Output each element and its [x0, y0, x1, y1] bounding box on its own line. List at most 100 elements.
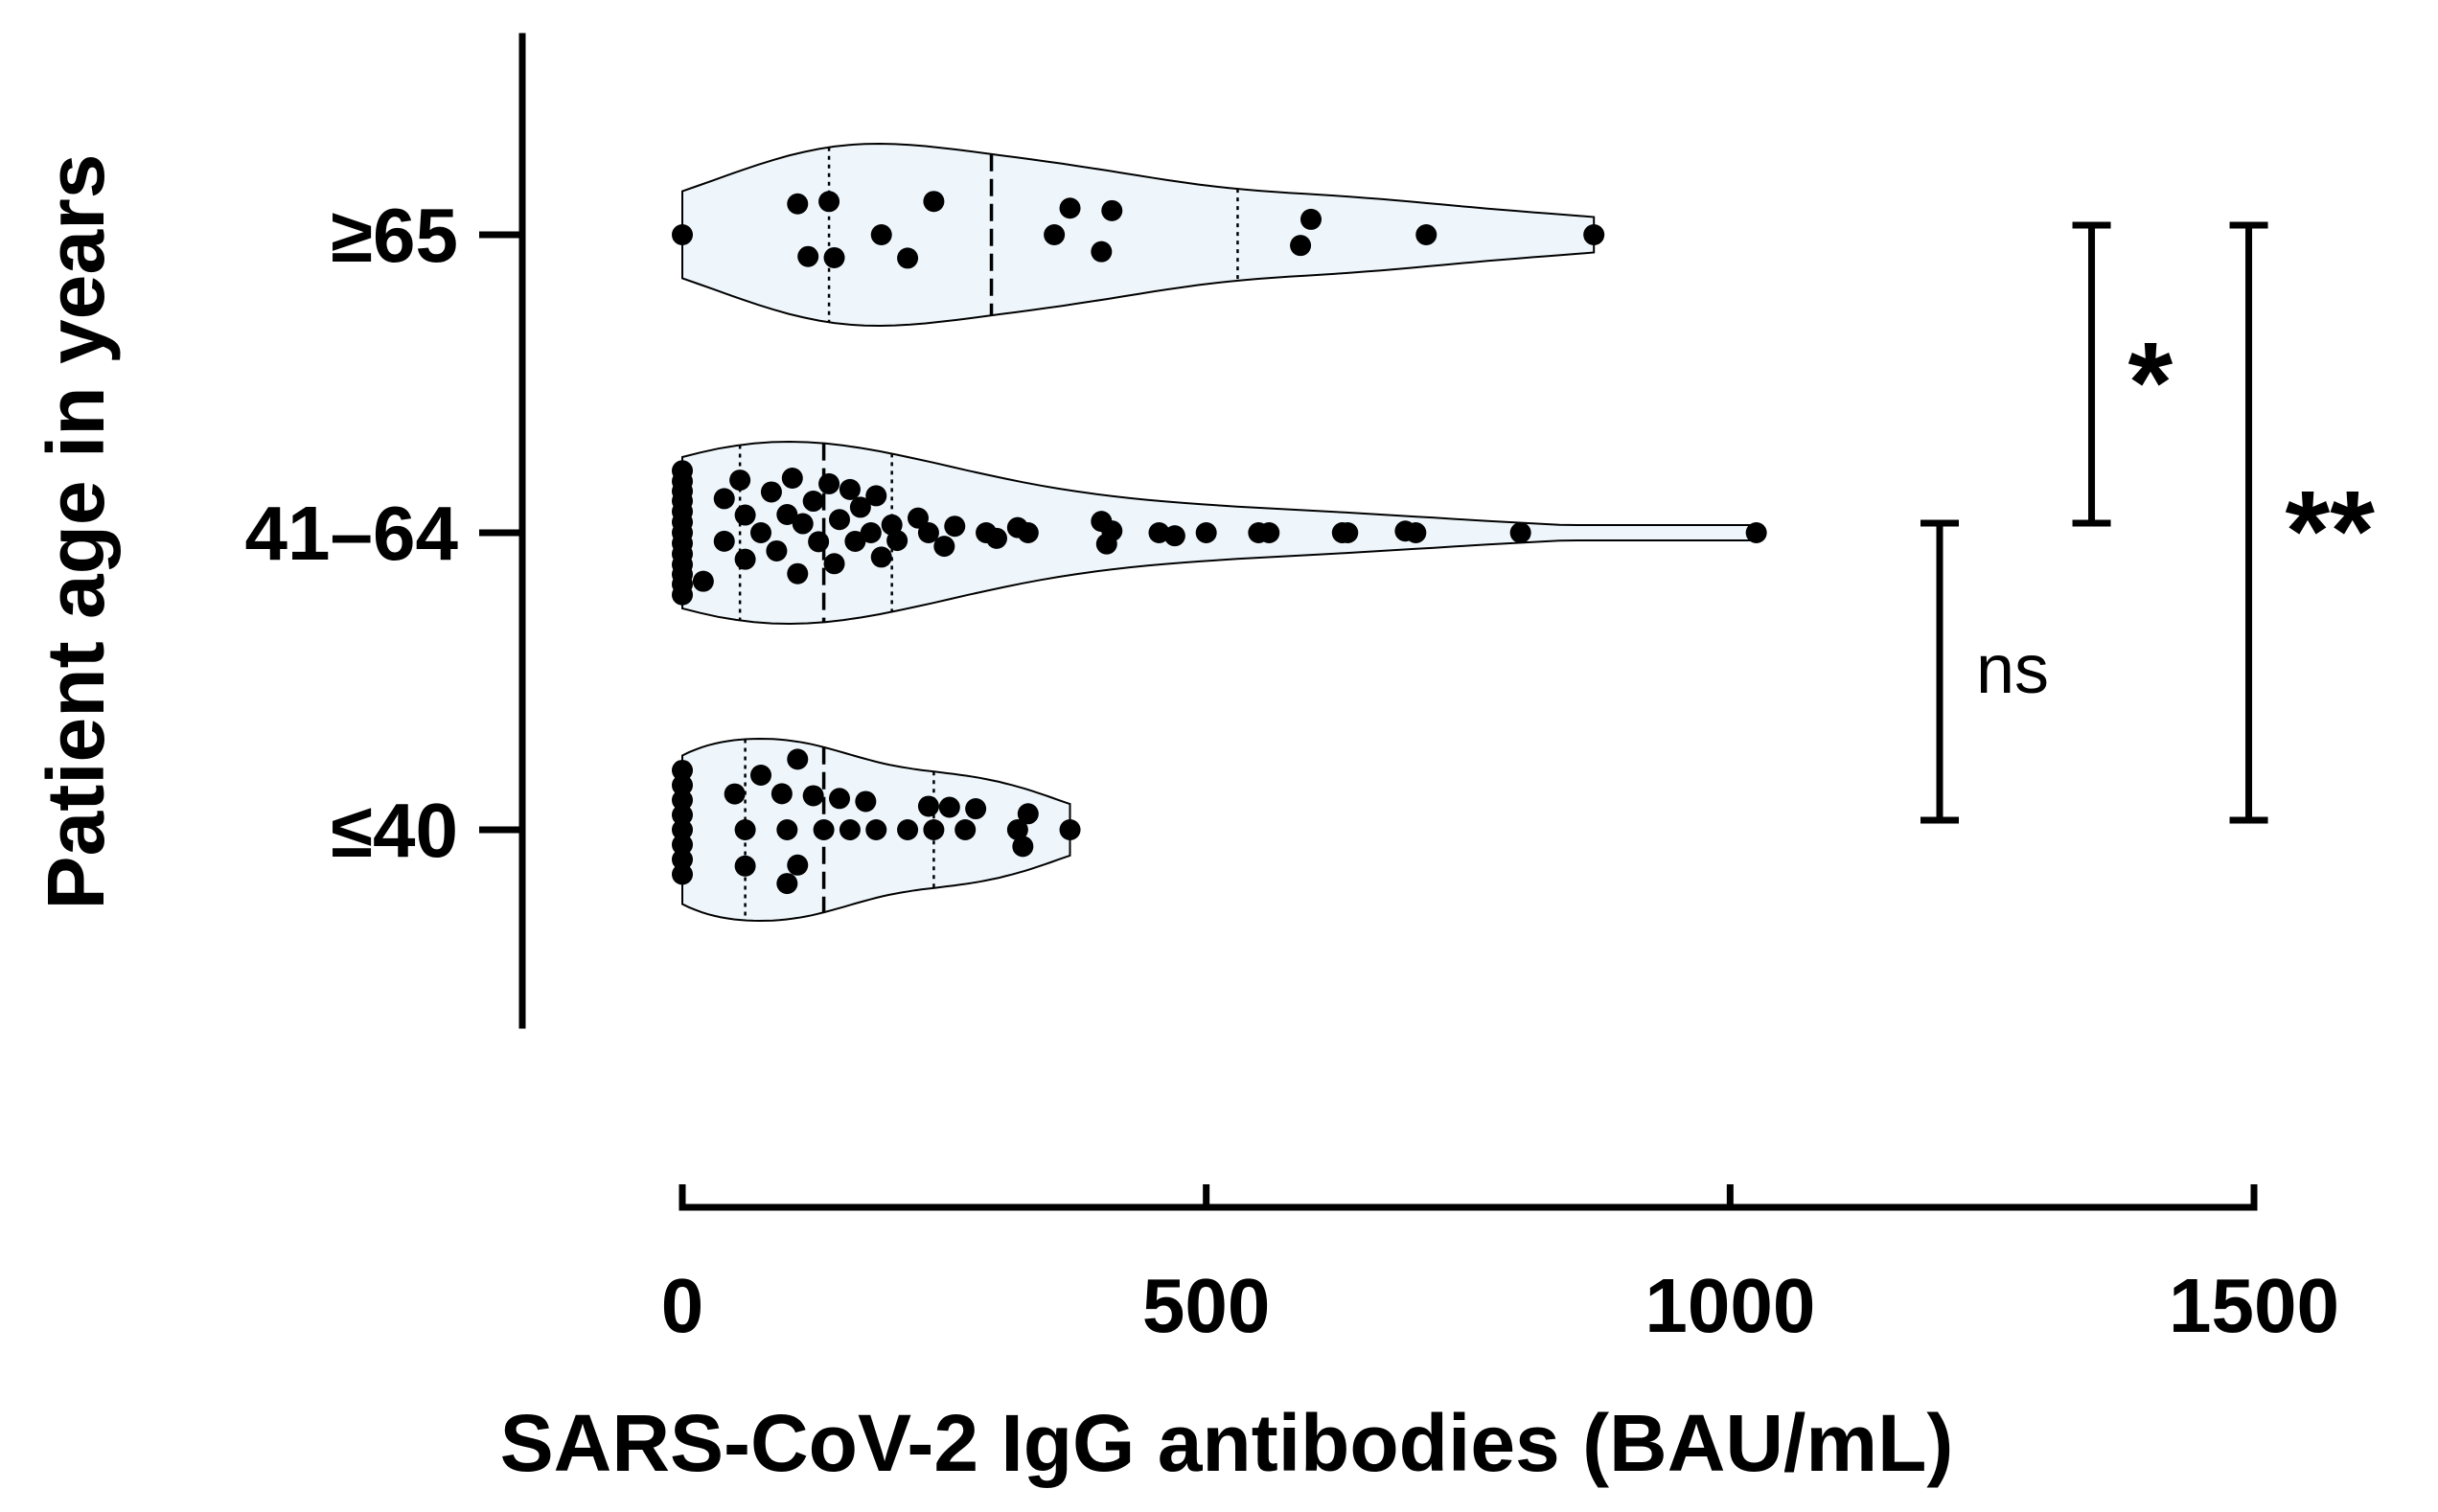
data-point [1509, 522, 1531, 543]
data-point [865, 819, 887, 840]
data-point [818, 472, 840, 494]
data-point [750, 764, 771, 786]
data-point [829, 509, 850, 531]
x-axis-ticks: 0 500 1000 1500 [661, 1184, 2339, 1348]
data-point [787, 748, 809, 770]
data-point [1101, 520, 1123, 542]
y-tick-label: ≤40 [331, 788, 458, 873]
y-axis-title: Patient age in years [31, 153, 121, 909]
data-point [1300, 208, 1322, 230]
data-point [1290, 235, 1312, 257]
data-point [734, 504, 756, 526]
data-point [734, 855, 756, 877]
data-point [839, 478, 861, 500]
significance-label: ** [2286, 468, 2376, 596]
data-point [855, 790, 877, 813]
data-point [944, 515, 966, 538]
data-point [672, 863, 693, 885]
data-point [1405, 522, 1427, 543]
points-layer [672, 191, 1767, 895]
data-point [933, 536, 955, 558]
data-point [1148, 522, 1170, 543]
significance-label: * [2128, 319, 2174, 447]
data-point [954, 819, 977, 840]
data-point [917, 795, 939, 817]
data-point [729, 470, 751, 492]
data-point [776, 504, 798, 526]
x-axis-title: SARS-CoV-2 IgG antibodies (BAU/mL) [500, 1398, 1954, 1488]
data-point [923, 191, 945, 213]
data-point [672, 224, 693, 245]
data-point [808, 531, 830, 553]
data-point [672, 834, 693, 856]
data-point [860, 522, 882, 543]
data-point [787, 193, 809, 215]
y-tick-label: 41–64 [245, 491, 459, 576]
data-point [829, 788, 850, 810]
data-point [1101, 199, 1123, 221]
data-point [672, 819, 693, 840]
data-point [1415, 224, 1438, 245]
data-point [734, 819, 756, 840]
data-point [938, 796, 960, 818]
y-tick-label: ≥65 [331, 193, 458, 278]
y-axis-ticks: ≥65 41–64 ≤40 [245, 193, 522, 873]
data-point [865, 485, 887, 507]
significance-brackets: ns*** [1920, 221, 2376, 824]
data-point [823, 553, 845, 575]
data-point [823, 246, 845, 268]
violin-shape [681, 440, 1758, 626]
data-point [787, 854, 809, 876]
significance-label: ns [1976, 631, 2049, 708]
data-point [724, 783, 746, 805]
data-point [787, 562, 809, 584]
x-tick-label: 500 [1142, 1263, 1270, 1348]
data-point [839, 819, 861, 840]
data-point [1091, 241, 1113, 263]
data-point [986, 527, 1007, 549]
x-tick-label: 1500 [2169, 1263, 2339, 1348]
data-point [870, 546, 892, 568]
data-point [672, 774, 693, 796]
data-point [1012, 836, 1034, 858]
data-point [1258, 522, 1280, 543]
data-point [897, 819, 919, 840]
data-point [672, 849, 693, 871]
violin-shape [681, 142, 1596, 328]
data-point [1059, 197, 1081, 219]
data-point [713, 530, 735, 552]
data-point [1044, 224, 1066, 245]
x-tick-label: 0 [661, 1263, 704, 1348]
data-point [776, 873, 798, 895]
data-point [886, 530, 908, 552]
data-point [672, 789, 693, 811]
data-point [792, 513, 814, 535]
data-point [1195, 522, 1217, 543]
data-point [917, 522, 939, 543]
data-point [781, 468, 803, 490]
data-point [776, 819, 798, 840]
data-point [923, 819, 945, 840]
data-point [1745, 522, 1767, 543]
data-point [1059, 819, 1081, 840]
data-point [672, 759, 693, 781]
data-point [965, 798, 987, 820]
data-point [818, 191, 840, 213]
data-point [770, 783, 793, 805]
data-point [1337, 522, 1359, 543]
data-point [849, 496, 871, 518]
data-point [750, 522, 771, 543]
data-point [870, 224, 892, 245]
data-point [1006, 819, 1028, 840]
data-point [844, 530, 866, 552]
data-point [734, 548, 756, 570]
data-point [760, 481, 782, 503]
data-point [1017, 522, 1039, 543]
data-point [692, 570, 714, 592]
data-point [766, 539, 788, 561]
data-point [1583, 224, 1605, 245]
data-point [802, 785, 824, 807]
data-point [672, 584, 693, 606]
data-point [1017, 803, 1039, 825]
